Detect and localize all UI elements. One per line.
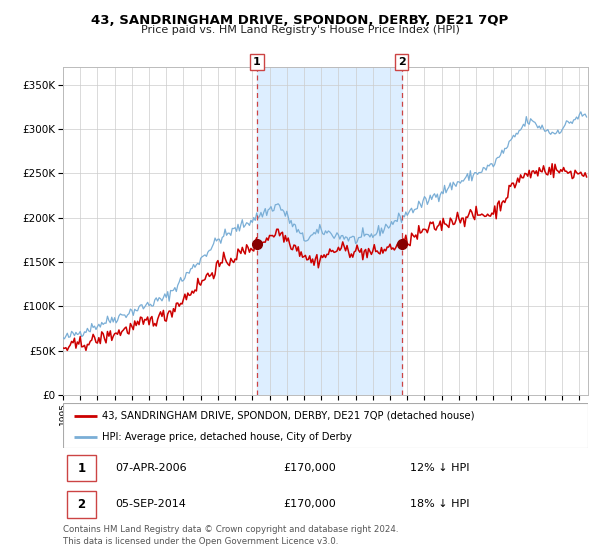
Text: 18% ↓ HPI: 18% ↓ HPI bbox=[409, 500, 469, 510]
Bar bbox=[67, 491, 96, 517]
Text: 07-APR-2006: 07-APR-2006 bbox=[115, 463, 187, 473]
Text: 2: 2 bbox=[77, 498, 86, 511]
Text: HPI: Average price, detached house, City of Derby: HPI: Average price, detached house, City… bbox=[103, 432, 352, 442]
Text: Price paid vs. HM Land Registry's House Price Index (HPI): Price paid vs. HM Land Registry's House … bbox=[140, 25, 460, 35]
Text: 2: 2 bbox=[398, 57, 406, 67]
Text: 1: 1 bbox=[77, 461, 86, 474]
Text: 1: 1 bbox=[253, 57, 261, 67]
Text: 05-SEP-2014: 05-SEP-2014 bbox=[115, 500, 187, 510]
Bar bbox=[67, 455, 96, 481]
Text: 43, SANDRINGHAM DRIVE, SPONDON, DERBY, DE21 7QP: 43, SANDRINGHAM DRIVE, SPONDON, DERBY, D… bbox=[91, 14, 509, 27]
Text: £170,000: £170,000 bbox=[284, 500, 336, 510]
Text: £170,000: £170,000 bbox=[284, 463, 336, 473]
Text: 12% ↓ HPI: 12% ↓ HPI bbox=[409, 463, 469, 473]
Text: 43, SANDRINGHAM DRIVE, SPONDON, DERBY, DE21 7QP (detached house): 43, SANDRINGHAM DRIVE, SPONDON, DERBY, D… bbox=[103, 410, 475, 421]
Bar bbox=[257, 67, 401, 395]
Text: Contains HM Land Registry data © Crown copyright and database right 2024.
This d: Contains HM Land Registry data © Crown c… bbox=[63, 525, 398, 546]
